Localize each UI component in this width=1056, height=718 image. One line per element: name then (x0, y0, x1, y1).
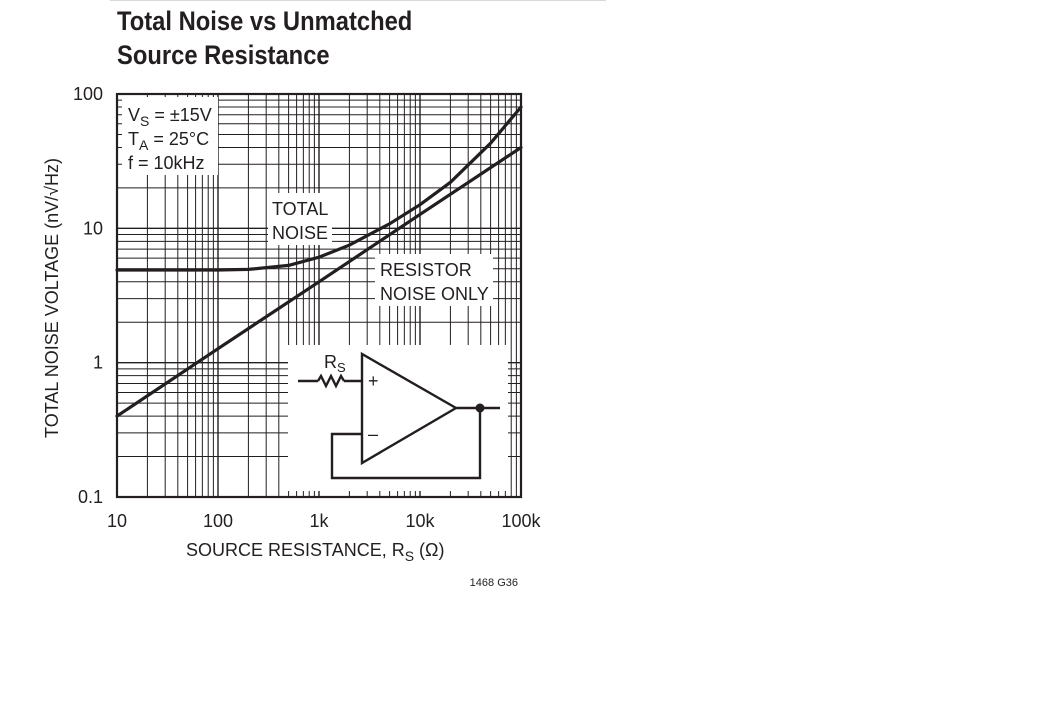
series-lines (115, 105, 523, 418)
condition-line: VS = ±15V (128, 105, 212, 129)
x-axis-label: SOURCE RESISTANCE, RS (Ω) (186, 540, 445, 564)
conditions-box (122, 97, 218, 175)
total-noise-label: TOTAL (272, 199, 328, 219)
y-tick-label: 100 (73, 84, 103, 104)
resistor-label: RS (324, 352, 346, 375)
axes (115, 92, 523, 499)
condition-line: f = 10kHz (128, 153, 205, 173)
x-tick-label: 100 (203, 511, 233, 531)
chart-title-line-2: Source Resistance (117, 40, 330, 70)
resistor-noise-label: RESISTOR (380, 260, 472, 280)
series-line-2 (115, 145, 523, 418)
opamp-triangle (360, 351, 459, 466)
total-noise-label-box (268, 193, 332, 245)
plot-frame (115, 92, 523, 499)
condition-line: TA = 25°C (128, 129, 209, 153)
minus-sign: – (368, 424, 378, 444)
y-tick-label: 0.1 (78, 487, 103, 507)
resistor-noise-label: NOISE ONLY (380, 284, 489, 304)
top-rule (110, 0, 606, 1)
figure-code: 1468 G36 (470, 577, 518, 589)
series-line-1 (115, 105, 523, 272)
feedback-wire (330, 408, 482, 480)
resistor-symbol (316, 373, 346, 389)
chart-texts: 10 100 1k 10k 100k 0.1 1 10 100 TOTAL NOISE RESISTO… (42, 84, 542, 589)
resistor-noise-label-box (375, 254, 493, 306)
y-tick-label: 1 (93, 353, 103, 373)
chart-title: Total Noise vs Unmatched Source Resistan… (117, 4, 412, 72)
x-tick-label: 10k (405, 511, 435, 531)
y-axis-label: TOTAL NOISE VOLTAGE (nV/√Hz) (42, 158, 62, 438)
opamp-inset: RS + – (298, 351, 500, 480)
x-tick-label: 10 (107, 511, 127, 531)
x-tick-label: 100k (501, 511, 541, 531)
chart-title-line-1: Total Noise vs Unmatched (117, 6, 413, 36)
x-tick-label: 1k (309, 511, 329, 531)
y-tick-label: 10 (83, 218, 103, 238)
total-noise-label: NOISE (272, 223, 328, 243)
plus-sign: + (368, 371, 379, 391)
